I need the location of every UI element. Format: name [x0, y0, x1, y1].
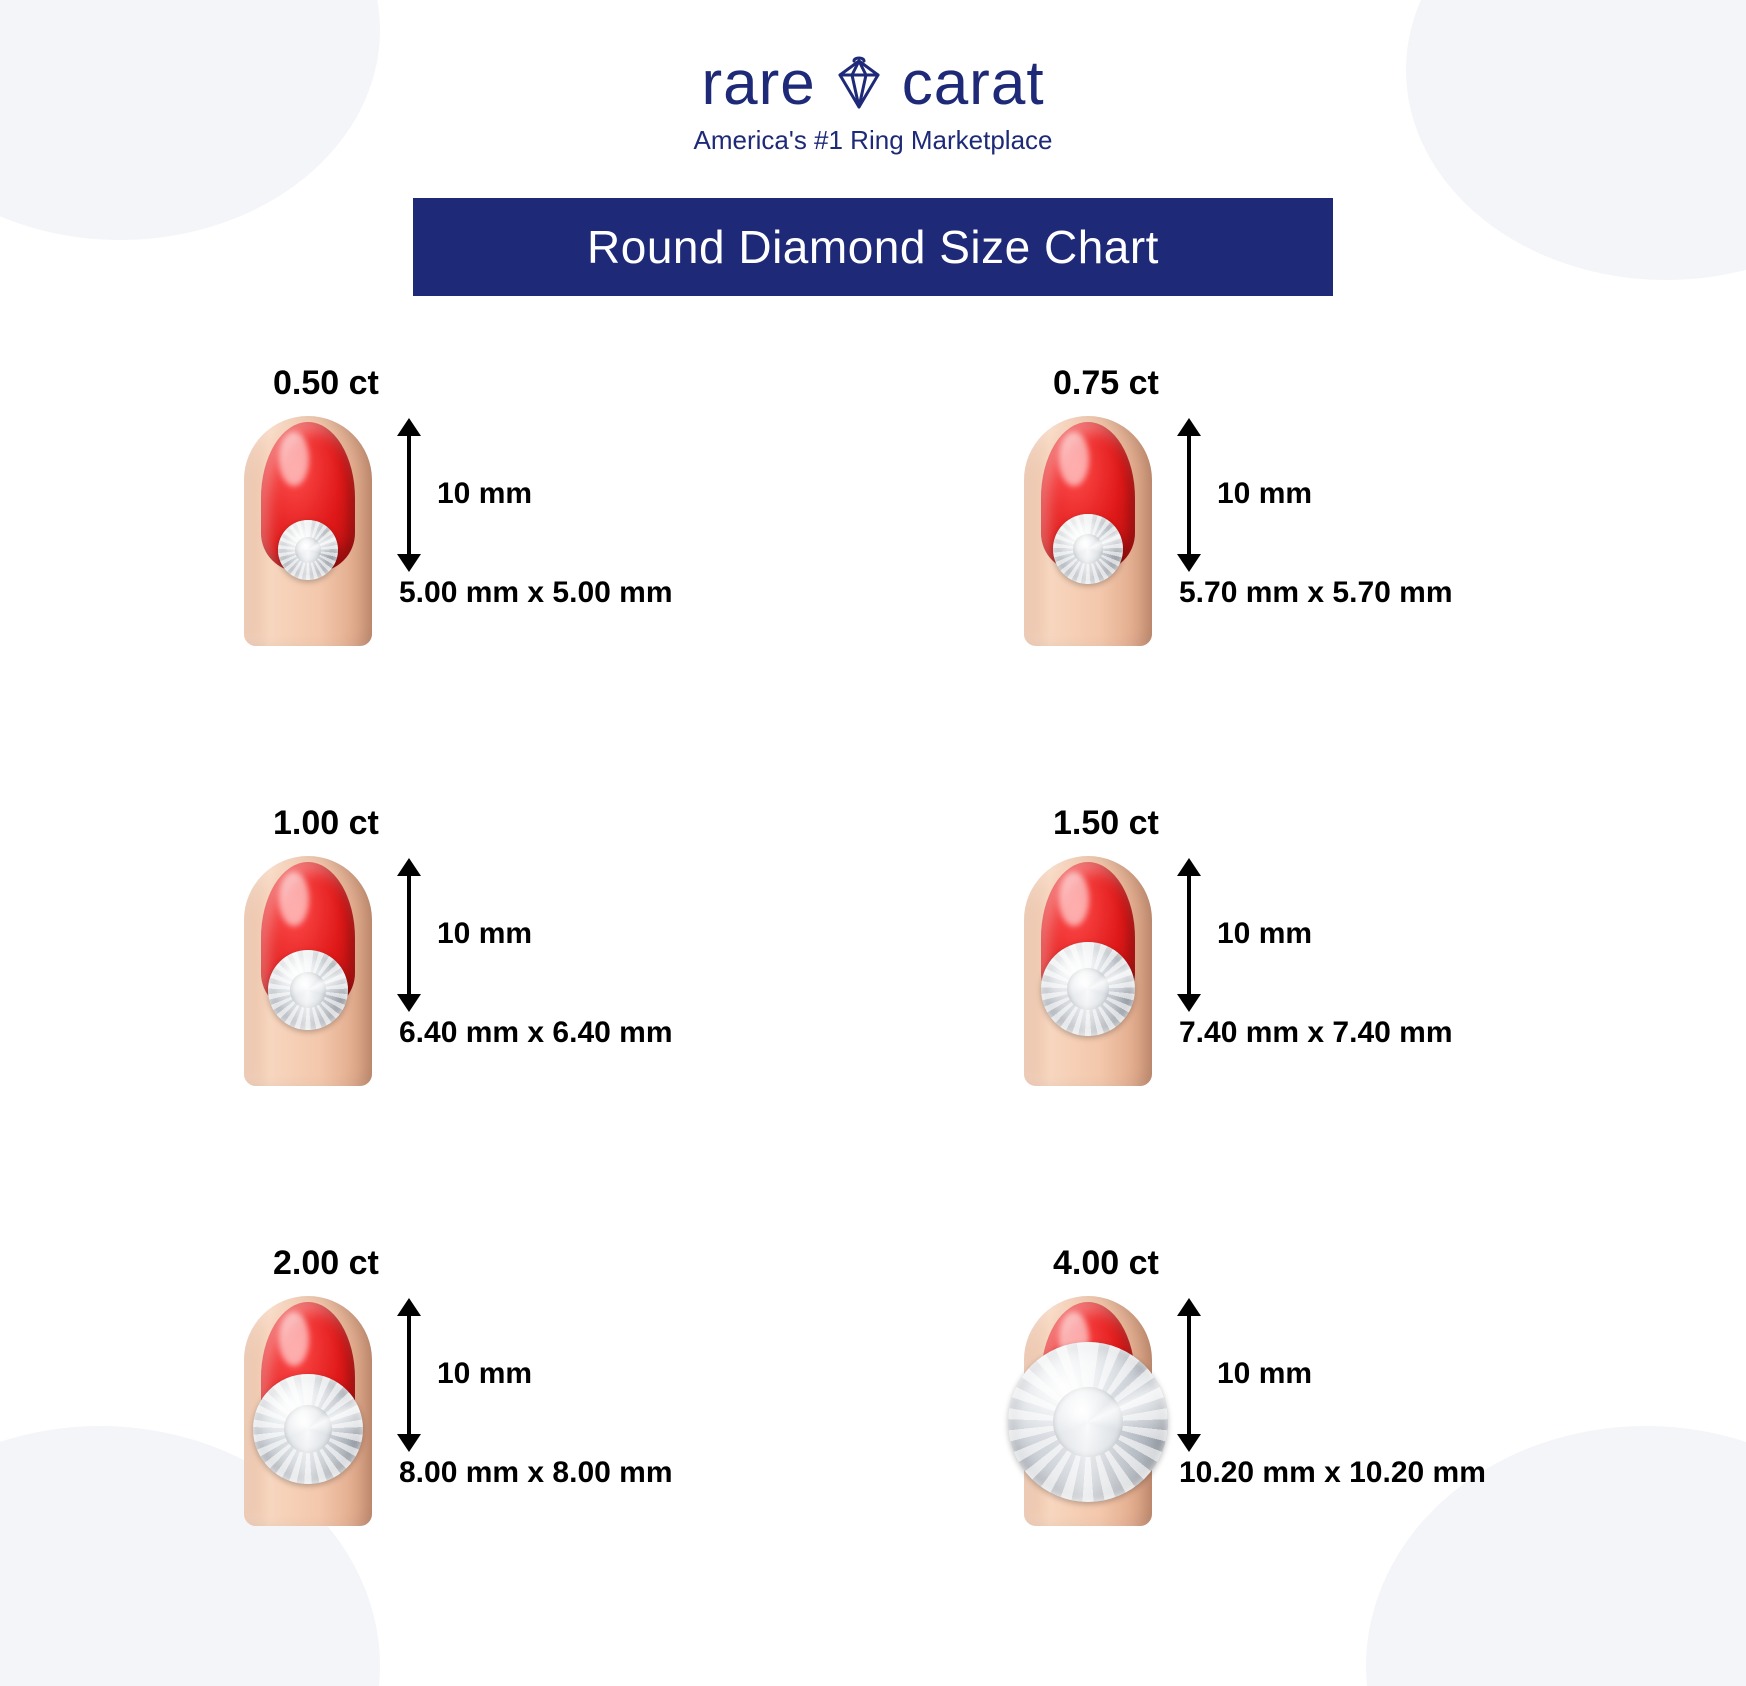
carat-label: 1.00 ct	[273, 804, 379, 843]
nail-length-label: 10 mm	[437, 917, 532, 951]
page: rare carat America's #1 Ring Marketplace…	[0, 0, 1746, 1686]
nail-length-label: 10 mm	[1217, 917, 1312, 951]
finger-illustration	[1013, 1296, 1163, 1526]
diamond-shape	[268, 950, 348, 1030]
carat-label: 4.00 ct	[1053, 1244, 1159, 1283]
diamond-shape	[278, 520, 338, 580]
finger-illustration	[233, 856, 383, 1086]
diamond-shape	[1041, 942, 1135, 1036]
nail-length-label: 10 mm	[437, 1357, 532, 1391]
finger-illustration	[1013, 856, 1163, 1086]
carat-label: 0.50 ct	[273, 364, 379, 403]
brand-tagline: America's #1 Ring Marketplace	[0, 125, 1746, 156]
diamond-shape	[1053, 514, 1123, 584]
finger-illustration	[1013, 416, 1163, 646]
diamond-shape	[253, 1374, 363, 1484]
nail-length-label: 10 mm	[1217, 1357, 1312, 1391]
diamond-dimensions-label: 6.40 mm x 6.40 mm	[399, 1016, 673, 1050]
diamond-dimensions-label: 5.00 mm x 5.00 mm	[399, 576, 673, 610]
brand-word-left: rare	[701, 48, 815, 119]
finger-illustration	[233, 1296, 383, 1526]
measure-arrow-icon	[389, 420, 429, 570]
size-cell: 0.50 ct10 mm5.00 mm x 5.00 mm	[173, 406, 793, 706]
size-grid: 0.50 ct10 mm5.00 mm x 5.00 mm0.75 ct10 m…	[173, 406, 1573, 1586]
finger-illustration	[233, 416, 383, 646]
chart-title: Round Diamond Size Chart	[413, 198, 1333, 296]
size-cell: 2.00 ct10 mm8.00 mm x 8.00 mm	[173, 1286, 793, 1586]
nail-length-label: 10 mm	[1217, 477, 1312, 511]
size-cell: 0.75 ct10 mm5.70 mm x 5.70 mm	[953, 406, 1573, 706]
carat-label: 1.50 ct	[1053, 804, 1159, 843]
carat-label: 2.00 ct	[273, 1244, 379, 1283]
diamond-dimensions-label: 7.40 mm x 7.40 mm	[1179, 1016, 1453, 1050]
brand-logo-line: rare carat	[701, 48, 1044, 119]
brand-logo: rare carat America's #1 Ring Marketplace	[0, 48, 1746, 156]
nail-length-label: 10 mm	[437, 477, 532, 511]
measure-arrow-icon	[389, 860, 429, 1010]
measure-arrow-icon	[1169, 420, 1209, 570]
size-cell: 1.00 ct10 mm6.40 mm x 6.40 mm	[173, 846, 793, 1146]
size-cell: 1.50 ct10 mm7.40 mm x 7.40 mm	[953, 846, 1573, 1146]
measure-arrow-icon	[389, 1300, 429, 1450]
diamond-dimensions-label: 10.20 mm x 10.20 mm	[1179, 1456, 1486, 1490]
measure-arrow-icon	[1169, 1300, 1209, 1450]
diamond-logo-icon	[830, 55, 888, 113]
diamond-shape	[1008, 1342, 1168, 1502]
carat-label: 0.75 ct	[1053, 364, 1159, 403]
diamond-dimensions-label: 5.70 mm x 5.70 mm	[1179, 576, 1453, 610]
diamond-dimensions-label: 8.00 mm x 8.00 mm	[399, 1456, 673, 1490]
brand-word-right: carat	[902, 48, 1045, 119]
measure-arrow-icon	[1169, 860, 1209, 1010]
size-cell: 4.00 ct10 mm10.20 mm x 10.20 mm	[953, 1286, 1573, 1586]
